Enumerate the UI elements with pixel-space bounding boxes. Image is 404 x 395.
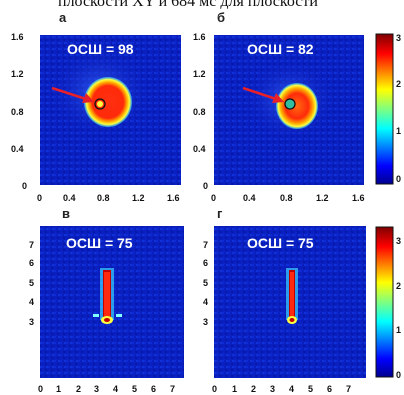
marker-ring [284, 98, 296, 110]
panel-letter: а [59, 10, 67, 25]
y-tick: 4 [29, 297, 34, 307]
colorbar-top: 3 2 1 0 [375, 33, 401, 185]
x-tick: 1.2 [316, 193, 329, 203]
arrow-head [272, 93, 284, 103]
snr-label: ОСШ = 82 [247, 41, 314, 57]
arrow-shaft [242, 86, 277, 101]
x-tick: 7 [346, 384, 351, 394]
panel-b: б ОСШ = 82 1.6 1.2 0.8 0.4 0 0 0.4 0.8 1… [193, 10, 365, 203]
y-tick: 0.8 [193, 107, 206, 117]
header-text: плоскости XY и 684 мс для плоскости [58, 0, 318, 10]
colorbar-tick: 2 [396, 79, 401, 89]
x-tick: 0.4 [63, 193, 76, 203]
arrow-shaft [51, 86, 87, 101]
panel-a: а ОСШ = 98 1.6 1.2 0.8 0.4 0 0 0.4 0.8 1… [11, 10, 181, 203]
colorbar-tick: 0 [396, 174, 401, 184]
y-tick: 7 [29, 240, 34, 250]
y-tick: 0.4 [193, 144, 206, 154]
colorbar-tick: 1 [396, 325, 401, 335]
x-tick: 0 [212, 384, 217, 394]
x-tick: 0.8 [97, 193, 110, 203]
rod-tip-core [289, 318, 295, 322]
x-tick: 0 [37, 193, 42, 203]
panel-letter: б [217, 10, 225, 25]
snr-label: ОСШ = 98 [67, 41, 134, 57]
x-tick: 1 [56, 384, 61, 394]
rod-tip-core [104, 318, 110, 322]
y-tick: 1.2 [193, 69, 206, 79]
x-tick: 3 [270, 384, 275, 394]
x-tick: 1.6 [352, 193, 365, 203]
x-tick: 1 [232, 384, 237, 394]
y-tick: 3 [29, 317, 34, 327]
y-tick: 0.8 [11, 107, 24, 117]
speckle [93, 314, 99, 317]
y-tick: 7 [203, 240, 208, 250]
x-tick: 0 [38, 384, 43, 394]
y-tick: 1.6 [11, 32, 24, 42]
y-tick: 6 [29, 258, 34, 268]
y-tick: 0 [203, 181, 208, 191]
y-tick: 1.6 [193, 32, 206, 42]
panel-d: г ОСШ = 75 7 6 5 4 3 0 1 2 3 4 5 6 7 [203, 206, 366, 394]
marker-ring [94, 98, 106, 110]
y-tick: 6 [203, 258, 208, 268]
colorbar-bottom: 3 2 1 0 [375, 226, 401, 380]
x-tick: 2 [76, 384, 81, 394]
y-tick: 3 [203, 317, 208, 327]
panel-letter: в [62, 206, 70, 221]
x-tick: 5 [308, 384, 313, 394]
arrow-head [82, 93, 94, 103]
speckle [116, 314, 122, 317]
panel-c: в ОСШ = 75 7 6 5 4 3 0 1 2 3 4 5 6 7 [29, 206, 184, 394]
colorbar-gradient [375, 33, 394, 185]
y-tick: 5 [203, 278, 208, 288]
x-tick: 1.6 [167, 193, 180, 203]
y-tick: 0.4 [11, 144, 24, 154]
snr-label: ОСШ = 75 [247, 235, 314, 251]
colorbar-tick: 1 [396, 126, 401, 136]
x-tick: 3 [94, 384, 99, 394]
x-tick: 6 [151, 384, 156, 394]
x-tick: 0 [211, 193, 216, 203]
x-tick: 4 [289, 384, 294, 394]
y-tick: 0 [22, 181, 27, 191]
marker-dot [97, 101, 103, 107]
x-tick: 2 [251, 384, 256, 394]
x-tick: 6 [327, 384, 332, 394]
x-tick: 5 [132, 384, 137, 394]
x-tick: 4 [113, 384, 118, 394]
x-tick: 0.8 [280, 193, 293, 203]
phantom-spot [276, 83, 318, 129]
colorbar-tick: 3 [396, 236, 401, 246]
colorbar-tick: 2 [396, 281, 401, 291]
phantom-spot [84, 77, 132, 127]
panel-letter: г [217, 206, 223, 221]
rod-core [104, 272, 110, 316]
colorbar-gradient [375, 226, 394, 378]
y-tick: 4 [203, 297, 208, 307]
y-tick: 1.2 [11, 69, 24, 79]
rod-core [290, 272, 294, 316]
snr-label: ОСШ = 75 [66, 235, 133, 251]
colorbar-tick: 0 [396, 370, 401, 380]
y-tick: 5 [29, 278, 34, 288]
x-tick: 1.2 [132, 193, 145, 203]
colorbar-tick: 3 [396, 33, 401, 43]
x-tick: 0.4 [243, 193, 256, 203]
x-tick: 7 [170, 384, 175, 394]
